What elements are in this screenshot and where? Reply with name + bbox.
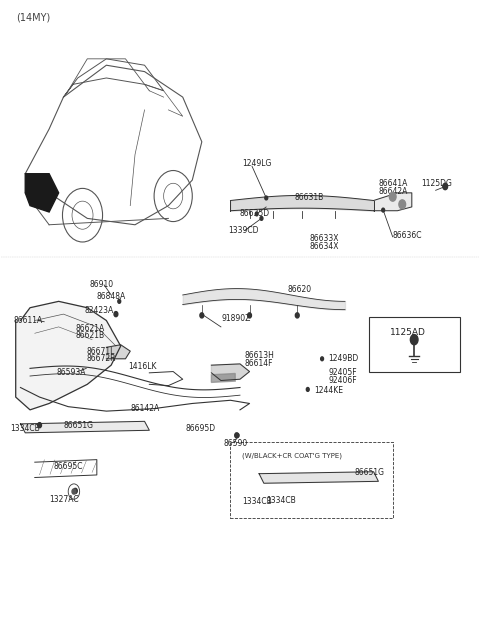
Text: 86590: 86590 [223,438,248,447]
Polygon shape [25,174,59,212]
Text: 86621A: 86621A [75,324,105,333]
Text: 86631B: 86631B [295,194,324,203]
Text: 1334CB: 1334CB [10,424,40,433]
Text: 86611A: 86611A [13,316,43,325]
Text: 1416LK: 1416LK [128,362,156,371]
Text: 86672R: 86672R [86,354,116,363]
Circle shape [265,196,268,200]
Text: 86642A: 86642A [378,187,408,196]
Circle shape [399,200,406,209]
Circle shape [72,489,76,494]
Circle shape [382,208,384,212]
Text: 86671L: 86671L [86,347,115,356]
Polygon shape [373,193,412,211]
Text: 1125DG: 1125DG [421,179,452,188]
Text: 86620: 86620 [288,285,312,294]
Circle shape [118,299,120,303]
Polygon shape [211,364,250,381]
Circle shape [114,312,118,317]
Text: 1334CB: 1334CB [242,497,272,506]
Text: 1334CB: 1334CB [266,496,296,505]
Circle shape [235,433,239,438]
Text: (W/BLACK+CR COAT'G TYPE): (W/BLACK+CR COAT'G TYPE) [242,453,342,459]
Text: 86633X: 86633X [309,235,339,244]
Text: 1125AD: 1125AD [390,328,426,337]
Text: 86635D: 86635D [240,209,270,218]
Polygon shape [16,301,120,410]
Text: 86636C: 86636C [393,231,422,240]
Text: (14MY): (14MY) [16,12,50,22]
Circle shape [410,335,418,345]
Circle shape [321,357,324,361]
Text: 86613H: 86613H [245,351,275,360]
Text: 82423A: 82423A [85,306,114,315]
FancyBboxPatch shape [230,442,393,519]
Polygon shape [21,421,149,433]
FancyBboxPatch shape [369,317,459,372]
Text: 86641A: 86641A [378,179,408,188]
Text: 1327AC: 1327AC [49,495,79,504]
Text: 1244KE: 1244KE [314,387,343,395]
Polygon shape [211,374,235,383]
Circle shape [443,183,447,190]
Circle shape [255,212,258,216]
Text: 86848A: 86848A [97,292,126,301]
Circle shape [236,433,239,437]
Circle shape [260,217,263,221]
Text: 86621B: 86621B [75,331,105,340]
Text: 86634X: 86634X [309,242,339,251]
Circle shape [306,388,309,392]
Text: 1249LG: 1249LG [242,159,272,168]
Text: 1249BD: 1249BD [328,354,359,363]
Circle shape [295,313,299,318]
Text: 92406F: 92406F [328,376,357,385]
Circle shape [73,488,77,494]
Text: 86651G: 86651G [355,468,384,477]
Text: 92405F: 92405F [328,369,357,378]
Text: 86695D: 86695D [185,424,215,433]
Text: 86695C: 86695C [54,462,84,470]
Circle shape [389,192,396,201]
Circle shape [200,313,204,318]
Text: 86910: 86910 [90,279,114,288]
Text: 86593A: 86593A [56,369,86,378]
Circle shape [37,422,41,428]
Text: 86614F: 86614F [245,359,273,368]
Circle shape [248,313,252,318]
Text: 1339CD: 1339CD [228,226,259,235]
Polygon shape [107,345,130,359]
Text: 86142A: 86142A [130,404,159,413]
Polygon shape [259,472,378,483]
Text: 86651G: 86651G [63,420,94,429]
Text: 91890Z: 91890Z [222,314,251,323]
